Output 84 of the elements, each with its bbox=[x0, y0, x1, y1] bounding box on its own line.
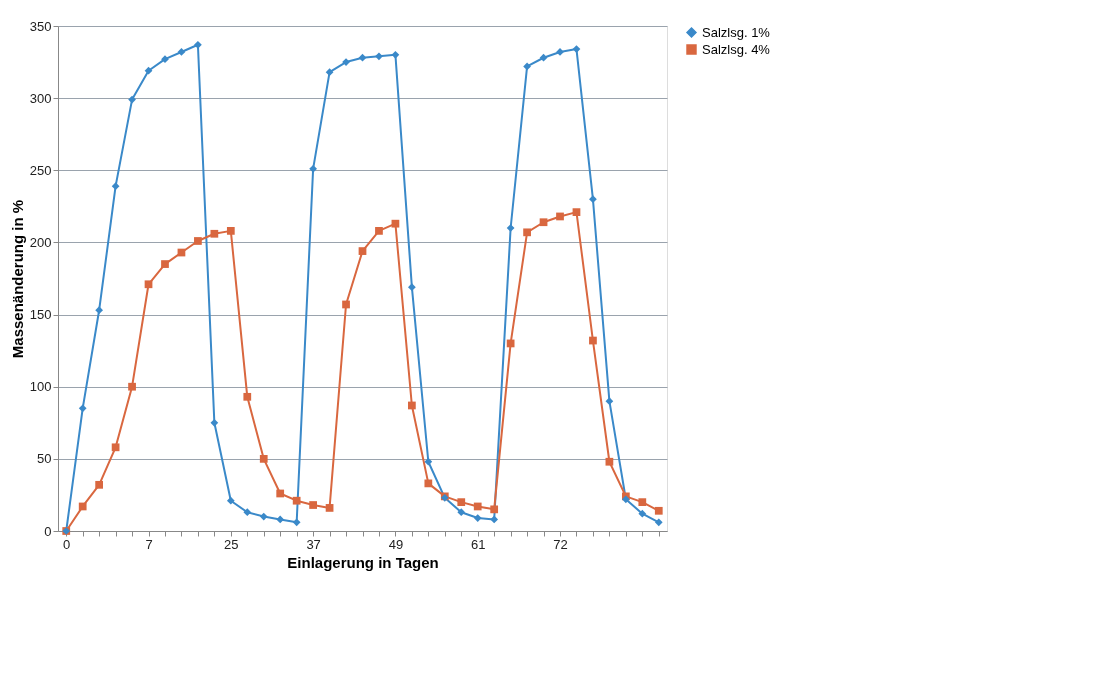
point bbox=[309, 164, 317, 173]
point bbox=[325, 504, 334, 512]
y-tick-label: 100 bbox=[29, 379, 52, 395]
point bbox=[605, 397, 614, 406]
x-tick-label: 72 bbox=[553, 536, 568, 552]
point bbox=[539, 218, 548, 227]
point bbox=[490, 515, 499, 524]
x-tick-label: 7 bbox=[145, 536, 153, 552]
point bbox=[408, 401, 416, 410]
point bbox=[144, 280, 153, 289]
point bbox=[391, 50, 400, 59]
point bbox=[424, 457, 433, 466]
point bbox=[128, 95, 136, 104]
point bbox=[128, 382, 136, 391]
point bbox=[259, 512, 268, 521]
x-tick-label: 61 bbox=[470, 536, 486, 552]
point bbox=[358, 53, 367, 62]
legend-label: Salzlsg. 1% bbox=[702, 24, 771, 40]
point bbox=[556, 212, 564, 221]
point bbox=[424, 479, 433, 488]
point bbox=[506, 339, 515, 348]
y-tick-label: 300 bbox=[29, 90, 52, 106]
point bbox=[457, 508, 466, 517]
point bbox=[226, 227, 235, 235]
point bbox=[572, 208, 581, 216]
y-tick-label: 200 bbox=[29, 234, 52, 250]
y-axis-title: Massenänderung in % bbox=[8, 199, 26, 359]
point bbox=[589, 336, 597, 345]
x-axis-title: Einlagerung in Tagen bbox=[287, 553, 439, 571]
y-tick-label: 150 bbox=[29, 307, 52, 323]
point bbox=[473, 514, 482, 522]
point bbox=[523, 228, 531, 237]
point bbox=[589, 195, 597, 204]
point bbox=[161, 55, 169, 64]
point bbox=[309, 501, 317, 509]
point bbox=[194, 237, 202, 245]
point bbox=[638, 498, 647, 507]
point bbox=[539, 53, 548, 62]
point bbox=[194, 40, 202, 49]
y-tick-label: 0 bbox=[44, 523, 52, 539]
point bbox=[572, 45, 581, 53]
y-tick-label: 50 bbox=[37, 451, 52, 467]
y-tick-label: 250 bbox=[29, 162, 52, 178]
point bbox=[243, 508, 252, 517]
point bbox=[292, 496, 301, 505]
point bbox=[375, 52, 383, 61]
point bbox=[605, 457, 614, 466]
point bbox=[292, 518, 301, 527]
point bbox=[638, 509, 647, 518]
point bbox=[408, 283, 416, 292]
point bbox=[111, 182, 120, 191]
point bbox=[325, 68, 334, 77]
point bbox=[259, 454, 268, 463]
point bbox=[210, 229, 219, 238]
point bbox=[161, 260, 169, 268]
point bbox=[243, 392, 252, 401]
x-tick-label: 0 bbox=[63, 536, 71, 552]
point bbox=[391, 219, 400, 228]
point bbox=[95, 480, 104, 489]
point bbox=[523, 62, 531, 71]
point bbox=[210, 418, 219, 427]
point bbox=[78, 404, 87, 413]
point bbox=[177, 48, 186, 56]
x-tick-label: 49 bbox=[388, 536, 404, 552]
y-tick-label: 350 bbox=[29, 18, 52, 34]
x-tick-label: 25 bbox=[224, 536, 239, 552]
point bbox=[457, 498, 466, 507]
x-tick-label: 37 bbox=[306, 536, 321, 552]
point bbox=[78, 502, 87, 511]
point bbox=[95, 306, 104, 315]
point bbox=[490, 505, 499, 514]
point bbox=[506, 224, 515, 232]
point bbox=[654, 506, 663, 515]
point bbox=[144, 66, 153, 75]
point bbox=[111, 443, 120, 452]
point bbox=[654, 518, 663, 527]
point bbox=[226, 496, 235, 505]
point bbox=[276, 489, 285, 498]
legend-label: Salzlsg. 4% bbox=[702, 41, 771, 57]
point bbox=[342, 300, 350, 309]
point bbox=[276, 515, 285, 524]
point bbox=[358, 247, 367, 255]
point bbox=[375, 227, 383, 235]
point bbox=[473, 502, 482, 511]
